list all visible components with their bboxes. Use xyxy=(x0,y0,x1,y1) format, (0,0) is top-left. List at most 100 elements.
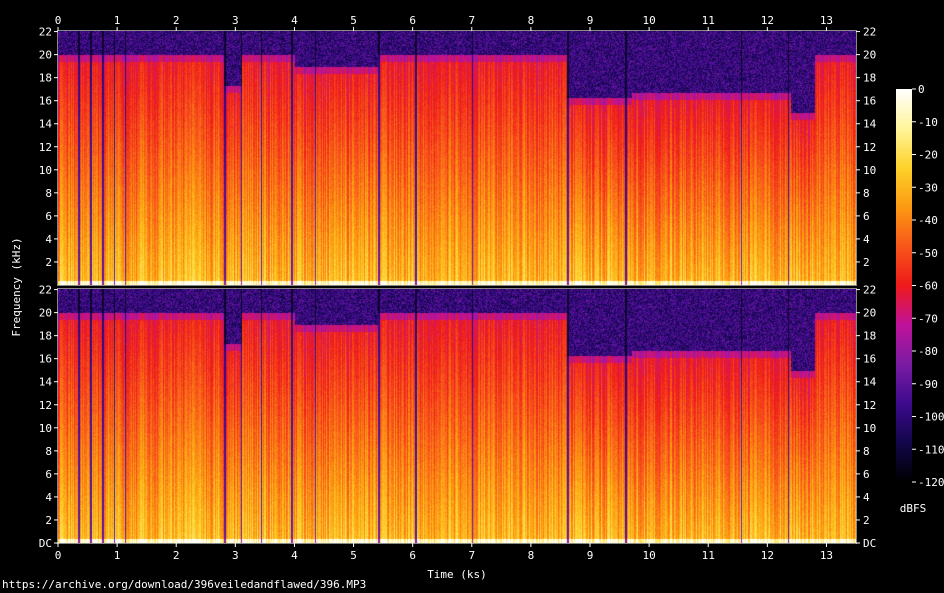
y-tick-label-right: 6 xyxy=(863,468,870,481)
x-tick-label-top: 10 xyxy=(642,14,655,27)
y-tick-label-right: 2 xyxy=(863,514,870,527)
y-tick-label-right: 12 xyxy=(863,141,876,154)
colorbar-tick-label: -40 xyxy=(918,214,938,227)
y-tick-label-right: 10 xyxy=(863,422,876,435)
colorbar-tick-label: -50 xyxy=(918,247,938,260)
y-tick-label-left: 12 xyxy=(39,399,52,412)
x-tick-label-top: 0 xyxy=(55,14,62,27)
spectrogram-channel-1 xyxy=(58,31,856,285)
y-tick-label-left: 10 xyxy=(39,164,52,177)
y-tick-label-left: 22 xyxy=(39,284,52,297)
y-tick-label-right: 14 xyxy=(863,376,877,389)
x-tick-label-bottom: 10 xyxy=(642,549,655,562)
y-tick-label-left: 20 xyxy=(39,307,52,320)
x-tick-label-top: 5 xyxy=(350,14,357,27)
colorbar-tick-label: -60 xyxy=(918,280,938,293)
y-axis-label: Frequency (kHz) xyxy=(10,237,23,336)
x-tick-label-bottom: 11 xyxy=(702,549,715,562)
x-tick-label-bottom: 0 xyxy=(55,549,62,562)
y-tick-label-right: 16 xyxy=(863,353,876,366)
y-tick-label-left: 18 xyxy=(39,72,52,85)
y-tick-label-left: 2 xyxy=(45,256,52,269)
colorbar-tick-label: -120 xyxy=(918,476,944,489)
x-axis-label: Time (ks) xyxy=(427,568,487,581)
colorbar-label: dBFS xyxy=(900,502,927,515)
source-url: https://archive.org/download/396veiledan… xyxy=(2,578,367,591)
y-tick-label-right: 10 xyxy=(863,164,876,177)
y-tick-label-left: 12 xyxy=(39,141,52,154)
y-tick-label-left: 18 xyxy=(39,330,52,343)
y-tick-label-left: 4 xyxy=(45,233,52,246)
y-tick-label-right: 8 xyxy=(863,187,870,200)
y-tick-label-left: 16 xyxy=(39,353,52,366)
x-tick-label-bottom: 7 xyxy=(468,549,475,562)
x-tick-label-bottom: 8 xyxy=(528,549,535,562)
y-tick-label-right: 18 xyxy=(863,330,876,343)
colorbar-tick-label: -20 xyxy=(918,149,938,162)
colorbar-tick-label: -10 xyxy=(918,116,938,129)
y-tick-label-right: 12 xyxy=(863,399,876,412)
y-tick-label-left: 6 xyxy=(45,468,52,481)
panel-frame-2 xyxy=(57,288,857,544)
x-tick-label-top: 8 xyxy=(528,14,535,27)
x-tick-label-top: 11 xyxy=(702,14,715,27)
x-tick-label-top: 12 xyxy=(761,14,774,27)
x-tick-label-bottom: 6 xyxy=(409,549,416,562)
y-tick-label-left: 10 xyxy=(39,422,52,435)
colorbar-tick-label: 0 xyxy=(918,83,925,96)
y-tick-label-right: 4 xyxy=(863,233,870,246)
plot-area xyxy=(57,30,857,544)
y-tick-label-right: 4 xyxy=(863,491,870,504)
x-tick-label-top: 7 xyxy=(468,14,475,27)
x-tick-label-top: 3 xyxy=(232,14,239,27)
y-tick-label-left: 14 xyxy=(39,118,53,131)
y-tick-label-right: 22 xyxy=(863,26,876,39)
colorbar-tick-label: -80 xyxy=(918,345,938,358)
x-tick-label-bottom: 12 xyxy=(761,549,774,562)
y-tick-label-left: 2 xyxy=(45,514,52,527)
colorbar-tick-label: -30 xyxy=(918,181,938,194)
x-tick-label-bottom: 9 xyxy=(587,549,594,562)
y-tick-label-right: 20 xyxy=(863,49,876,62)
x-tick-label-bottom: 3 xyxy=(232,549,239,562)
x-tick-label-top: 6 xyxy=(409,14,416,27)
y-tick-label-left: DC xyxy=(39,537,52,550)
y-tick-label-left: 14 xyxy=(39,376,53,389)
y-tick-label-left: 20 xyxy=(39,49,52,62)
y-tick-label-left: 4 xyxy=(45,491,52,504)
colorbar-tick-label: -100 xyxy=(918,411,944,424)
y-tick-label-right: 2 xyxy=(863,256,870,269)
x-tick-label-top: 13 xyxy=(820,14,833,27)
y-tick-label-right: 20 xyxy=(863,307,876,320)
y-tick-label-left: 16 xyxy=(39,95,52,108)
x-tick-label-top: 4 xyxy=(291,14,298,27)
y-tick-label-right: 22 xyxy=(863,284,876,297)
x-tick-label-top: 1 xyxy=(114,14,121,27)
colorbar-tick-label: -110 xyxy=(918,443,944,456)
x-tick-label-top: 9 xyxy=(587,14,594,27)
x-tick-label-bottom: 1 xyxy=(114,549,121,562)
spectrogram-channel-2 xyxy=(58,289,856,543)
x-tick-label-bottom: 5 xyxy=(350,549,357,562)
y-tick-label-left: 8 xyxy=(45,445,52,458)
y-tick-label-right: 18 xyxy=(863,72,876,85)
y-tick-label-right: DC xyxy=(863,537,876,550)
y-tick-label-right: 16 xyxy=(863,95,876,108)
x-tick-label-bottom: 13 xyxy=(820,549,833,562)
y-tick-label-left: 6 xyxy=(45,210,52,223)
x-tick-label-bottom: 2 xyxy=(173,549,180,562)
y-tick-label-right: 14 xyxy=(863,118,877,131)
colorbar-tick-label: -90 xyxy=(918,378,938,391)
colorbar-gradient xyxy=(896,89,912,482)
colorbar: 0 -10 -20 -30 -40 -50 -60 -70 -80 -90 -100 -110 -120 xyxy=(896,83,944,489)
colorbar-tick-label: -70 xyxy=(918,312,938,325)
x-tick-label-bottom: 4 xyxy=(291,549,298,562)
y-tick-label-left: 8 xyxy=(45,187,52,200)
panel-frame-1 xyxy=(57,30,857,286)
y-tick-label-right: 6 xyxy=(863,210,870,223)
x-tick-label-top: 2 xyxy=(173,14,180,27)
y-tick-label-right: 8 xyxy=(863,445,870,458)
y-tick-label-left: 22 xyxy=(39,26,52,39)
